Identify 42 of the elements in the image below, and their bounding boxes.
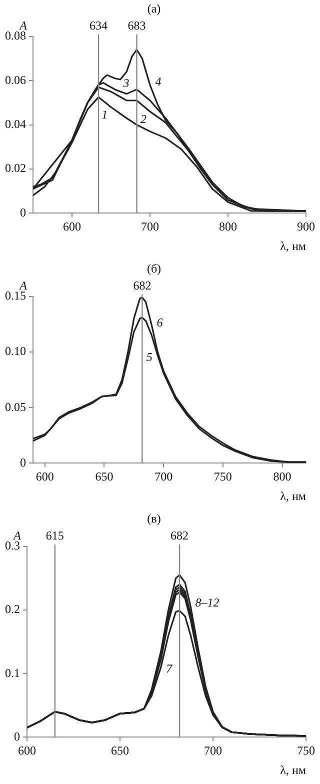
x-tick-label: 750 [297, 744, 315, 758]
y-tick-label: 0.1 [5, 666, 20, 680]
ref-line-label: 682 [170, 528, 189, 543]
ref-line-label: 683 [128, 18, 146, 33]
ref-line-label: 634 [90, 18, 108, 33]
x-axis-title: λ, нм [280, 488, 306, 503]
annotation: 2 [140, 112, 147, 126]
y-tick-label: 0.02 [5, 161, 26, 176]
annotation: 4 [155, 74, 162, 88]
x-axis-title: λ, нм [280, 762, 306, 777]
x-tick-label: 800 [219, 220, 237, 234]
chart-title: (б) [146, 261, 162, 276]
annotation: 6 [156, 316, 163, 330]
annotation: 8–12 [195, 596, 220, 610]
chart-title: (а) [147, 1, 161, 16]
x-tick-label: 700 [204, 744, 222, 758]
x-tick-label: 650 [95, 470, 114, 484]
x-tick-label: 700 [141, 220, 159, 234]
x-tick-label: 700 [154, 470, 173, 484]
annotation: 3 [122, 76, 130, 90]
ref-line-label: 682 [133, 278, 152, 293]
x-tick-label: 900 [297, 220, 315, 234]
x-tick-label: 650 [111, 744, 129, 758]
y-tick-label: 0 [14, 729, 20, 744]
y-tick-label: 0.10 [5, 344, 26, 358]
y-tick-label: 0 [20, 205, 26, 220]
y-tick-label: 0.04 [5, 116, 26, 131]
y-tick-label: 0 [20, 455, 26, 470]
x-tick-label: 600 [18, 744, 36, 758]
x-tick-label: 750 [214, 470, 232, 484]
y-tick-label: 0.2 [5, 602, 20, 616]
x-tick-label: 600 [63, 220, 81, 234]
annotation: 5 [146, 350, 152, 364]
chart-title: (в) [147, 511, 161, 526]
x-tick-label: 800 [273, 470, 292, 484]
y-tick-label: 0.05 [5, 400, 26, 414]
x-axis-title: λ, нм [280, 238, 306, 253]
annotation: 7 [166, 662, 174, 676]
annotation: 1 [102, 108, 108, 122]
ref-line-label: 615 [46, 528, 64, 543]
x-tick-label: 600 [36, 470, 54, 484]
y-tick-label: 0.06 [5, 72, 26, 87]
